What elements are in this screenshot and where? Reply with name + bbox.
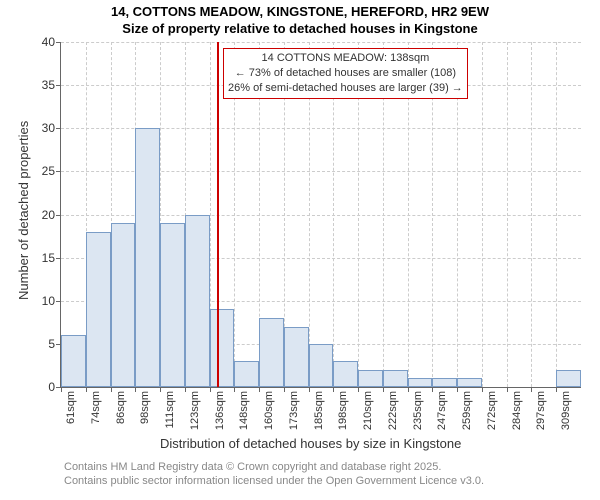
x-tick-label: 86sqm xyxy=(115,391,127,424)
x-tick-label: 61sqm xyxy=(65,391,77,424)
footer-line2: Contains public sector information licen… xyxy=(64,474,484,488)
footer-attribution: Contains HM Land Registry data © Crown c… xyxy=(64,460,484,489)
y-tick-mark xyxy=(56,171,61,172)
x-tick-label: 160sqm xyxy=(263,391,275,430)
histogram-bar xyxy=(259,318,284,387)
annotation-line: 26% of semi-detached houses are larger (… xyxy=(228,81,463,96)
x-tick-mark xyxy=(309,387,310,392)
x-tick-mark xyxy=(482,387,483,392)
x-tick-mark xyxy=(160,387,161,392)
grid-line-h xyxy=(61,42,581,43)
y-tick-mark xyxy=(56,215,61,216)
x-tick-label: 185sqm xyxy=(313,391,325,430)
marker-line xyxy=(217,42,219,387)
histogram-bar xyxy=(111,223,136,387)
x-tick-mark xyxy=(259,387,260,392)
histogram-bar xyxy=(160,223,185,387)
x-axis-label: Distribution of detached houses by size … xyxy=(160,436,461,451)
x-tick-label: 98sqm xyxy=(139,391,151,424)
x-tick-mark xyxy=(185,387,186,392)
x-tick-mark xyxy=(432,387,433,392)
histogram-bar xyxy=(432,378,457,387)
histogram-bar xyxy=(309,344,334,387)
x-tick-mark xyxy=(457,387,458,392)
x-tick-label: 148sqm xyxy=(238,391,250,430)
title-line2: Size of property relative to detached ho… xyxy=(0,21,600,38)
grid-line-v xyxy=(482,42,483,387)
y-tick-mark xyxy=(56,42,61,43)
histogram-bar xyxy=(333,361,358,387)
grid-line-v xyxy=(556,42,557,387)
grid-line-v xyxy=(531,42,532,387)
x-tick-label: 173sqm xyxy=(288,391,300,430)
title-line1: 14, COTTONS MEADOW, KINGSTONE, HEREFORD,… xyxy=(0,4,600,21)
x-tick-label: 210sqm xyxy=(362,391,374,430)
histogram-bar xyxy=(135,128,160,387)
x-tick-mark xyxy=(383,387,384,392)
x-tick-label: 123sqm xyxy=(189,391,201,430)
x-tick-mark xyxy=(111,387,112,392)
x-tick-label: 235sqm xyxy=(412,391,424,430)
x-tick-mark xyxy=(333,387,334,392)
x-tick-label: 74sqm xyxy=(90,391,102,424)
histogram-bar xyxy=(86,232,111,387)
annotation-line: ← 73% of detached houses are smaller (10… xyxy=(228,66,463,81)
y-tick-mark xyxy=(56,128,61,129)
histogram-bar xyxy=(358,370,383,387)
x-tick-label: 198sqm xyxy=(337,391,349,430)
y-axis-label: Number of detached properties xyxy=(16,121,31,300)
x-tick-mark xyxy=(408,387,409,392)
histogram-bar xyxy=(408,378,433,387)
histogram-bar xyxy=(284,327,309,387)
histogram-bar xyxy=(61,335,86,387)
histogram-bar xyxy=(556,370,581,387)
histogram-bar xyxy=(457,378,482,387)
x-tick-mark xyxy=(358,387,359,392)
x-tick-label: 247sqm xyxy=(436,391,448,430)
y-tick-mark xyxy=(56,301,61,302)
marker-annotation: 14 COTTONS MEADOW: 138sqm← 73% of detach… xyxy=(223,48,468,99)
x-tick-mark xyxy=(135,387,136,392)
grid-line-v xyxy=(507,42,508,387)
x-tick-mark xyxy=(210,387,211,392)
x-tick-mark xyxy=(531,387,532,392)
x-tick-mark xyxy=(284,387,285,392)
x-tick-label: 136sqm xyxy=(214,391,226,430)
x-tick-mark xyxy=(86,387,87,392)
x-tick-mark xyxy=(234,387,235,392)
x-tick-label: 222sqm xyxy=(387,391,399,430)
x-tick-label: 284sqm xyxy=(511,391,523,430)
x-tick-mark xyxy=(507,387,508,392)
histogram-bar xyxy=(383,370,408,387)
histogram-bar xyxy=(234,361,259,387)
x-tick-label: 309sqm xyxy=(560,391,572,430)
y-tick-mark xyxy=(56,85,61,86)
chart-title: 14, COTTONS MEADOW, KINGSTONE, HEREFORD,… xyxy=(0,0,600,38)
x-tick-label: 111sqm xyxy=(164,391,176,429)
x-tick-mark xyxy=(556,387,557,392)
footer-line1: Contains HM Land Registry data © Crown c… xyxy=(64,460,484,474)
annotation-line: 14 COTTONS MEADOW: 138sqm xyxy=(228,51,463,66)
x-tick-label: 259sqm xyxy=(461,391,473,430)
histogram-bar xyxy=(185,215,210,388)
histogram-bar xyxy=(210,309,235,387)
x-tick-label: 272sqm xyxy=(486,391,498,430)
plot-area: 051015202530354061sqm74sqm86sqm98sqm111s… xyxy=(60,42,581,388)
x-tick-mark xyxy=(61,387,62,392)
x-tick-label: 297sqm xyxy=(535,391,547,430)
chart-container: 14, COTTONS MEADOW, KINGSTONE, HEREFORD,… xyxy=(0,0,600,500)
y-tick-mark xyxy=(56,258,61,259)
